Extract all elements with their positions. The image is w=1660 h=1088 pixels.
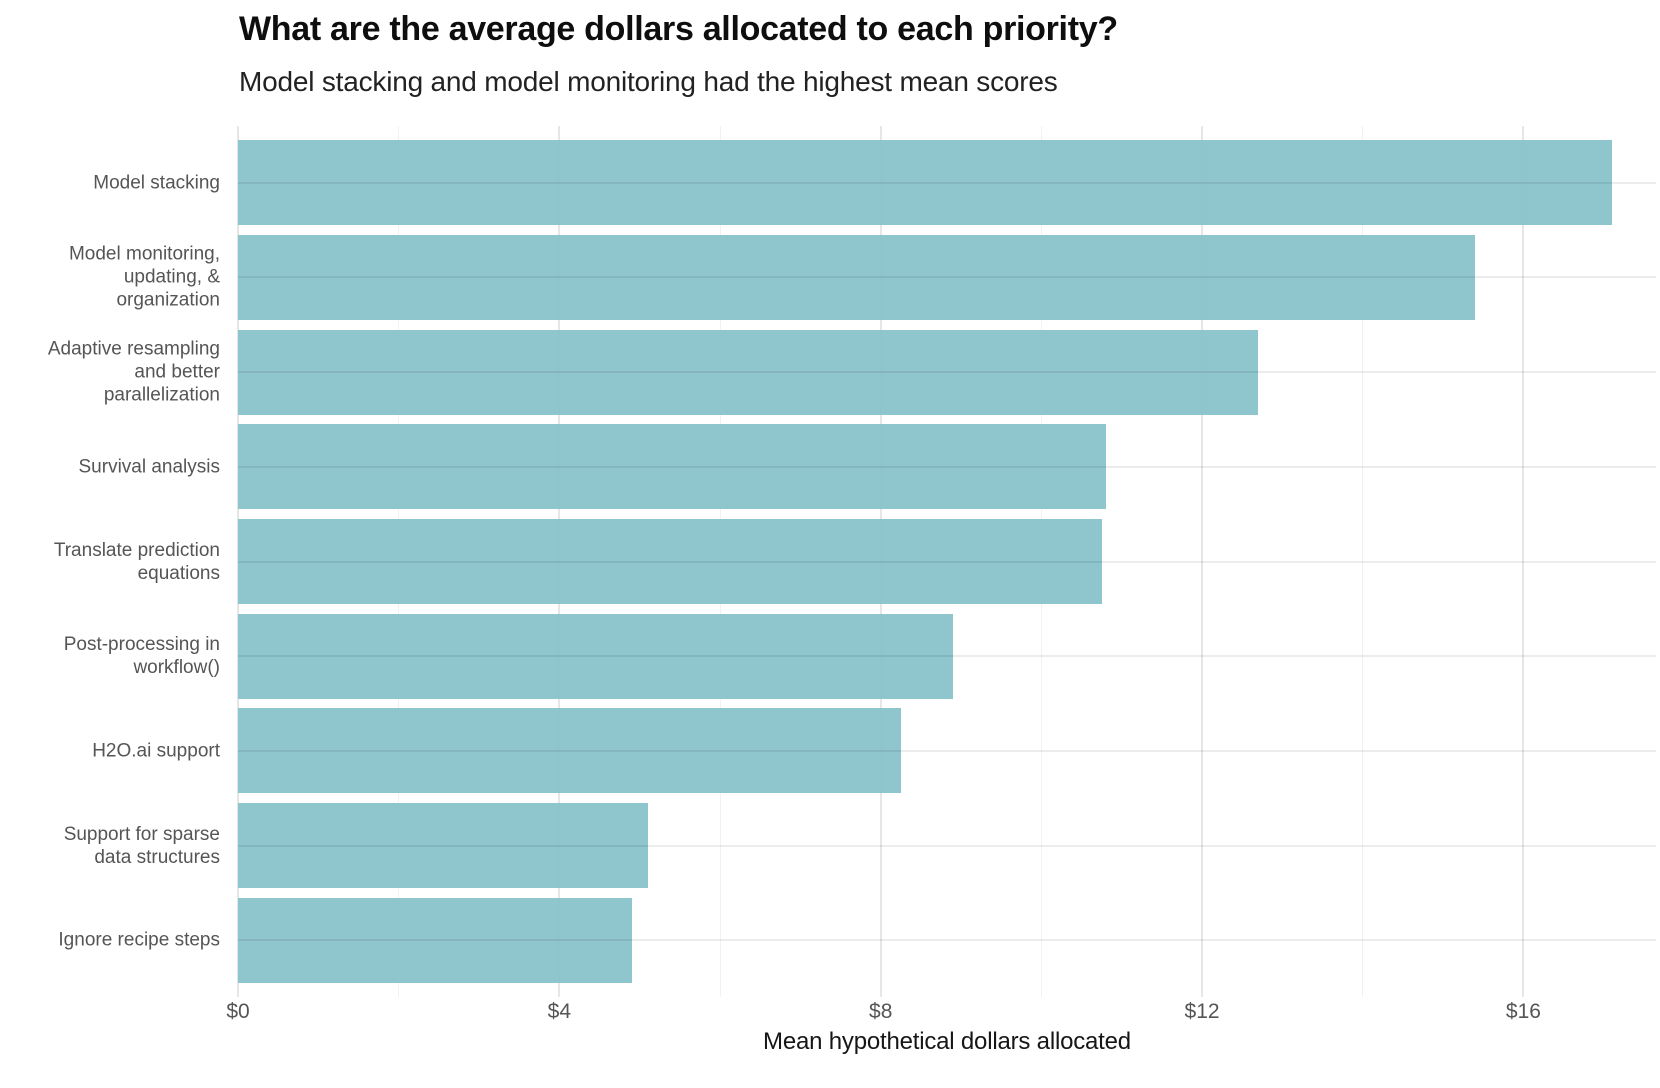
row-gridline <box>238 276 1656 279</box>
category-label: Translate prediction equations <box>53 539 220 584</box>
row-gridline <box>238 655 1656 658</box>
row-gridline <box>238 844 1656 847</box>
category-label: Support for sparse data structures <box>63 823 220 868</box>
x-tick-label: $0 <box>226 1000 250 1023</box>
bar <box>238 897 632 983</box>
gridline-major <box>1201 126 1204 997</box>
category-label: Post-processing in workflow() <box>63 634 220 679</box>
plot-panel <box>237 126 1656 997</box>
row-gridline <box>238 181 1656 184</box>
bar <box>238 234 1476 321</box>
bar <box>238 708 901 794</box>
category-label: Ignore recipe steps <box>58 929 220 951</box>
x-tick-label: $8 <box>869 1000 893 1023</box>
category-label: H2O.ai support <box>92 740 220 762</box>
category-label: Adaptive resampling and better paralleli… <box>47 338 220 406</box>
x-tick-label: $4 <box>547 1000 572 1023</box>
row-gridline <box>238 560 1656 563</box>
gridline-major <box>1522 126 1525 997</box>
row-gridline <box>238 749 1656 752</box>
category-label: Model monitoring, updating, & organizati… <box>68 243 220 311</box>
bar <box>238 424 1106 510</box>
row-gridline <box>238 939 1656 942</box>
bar <box>238 140 1612 226</box>
chart-title: What are the average dollars allocated t… <box>239 10 1118 48</box>
x-tick-label: $12 <box>1184 1000 1220 1023</box>
bar <box>238 329 1259 415</box>
x-axis-title: Mean hypothetical dollars allocated <box>763 1028 1131 1055</box>
y-axis-labels: Model stacking Model monitoring, updating… <box>0 126 220 997</box>
category-label: Survival analysis <box>78 456 221 478</box>
row-gridline <box>238 465 1656 468</box>
gridline-minor <box>1362 126 1364 997</box>
row-gridline <box>238 371 1656 374</box>
bar <box>238 802 648 889</box>
x-tick-label: $16 <box>1505 1000 1541 1023</box>
chart-subtitle: Model stacking and model monitoring had … <box>239 66 1058 97</box>
category-label: Model stacking <box>93 172 220 194</box>
bar <box>238 518 1102 605</box>
bar <box>238 613 954 699</box>
